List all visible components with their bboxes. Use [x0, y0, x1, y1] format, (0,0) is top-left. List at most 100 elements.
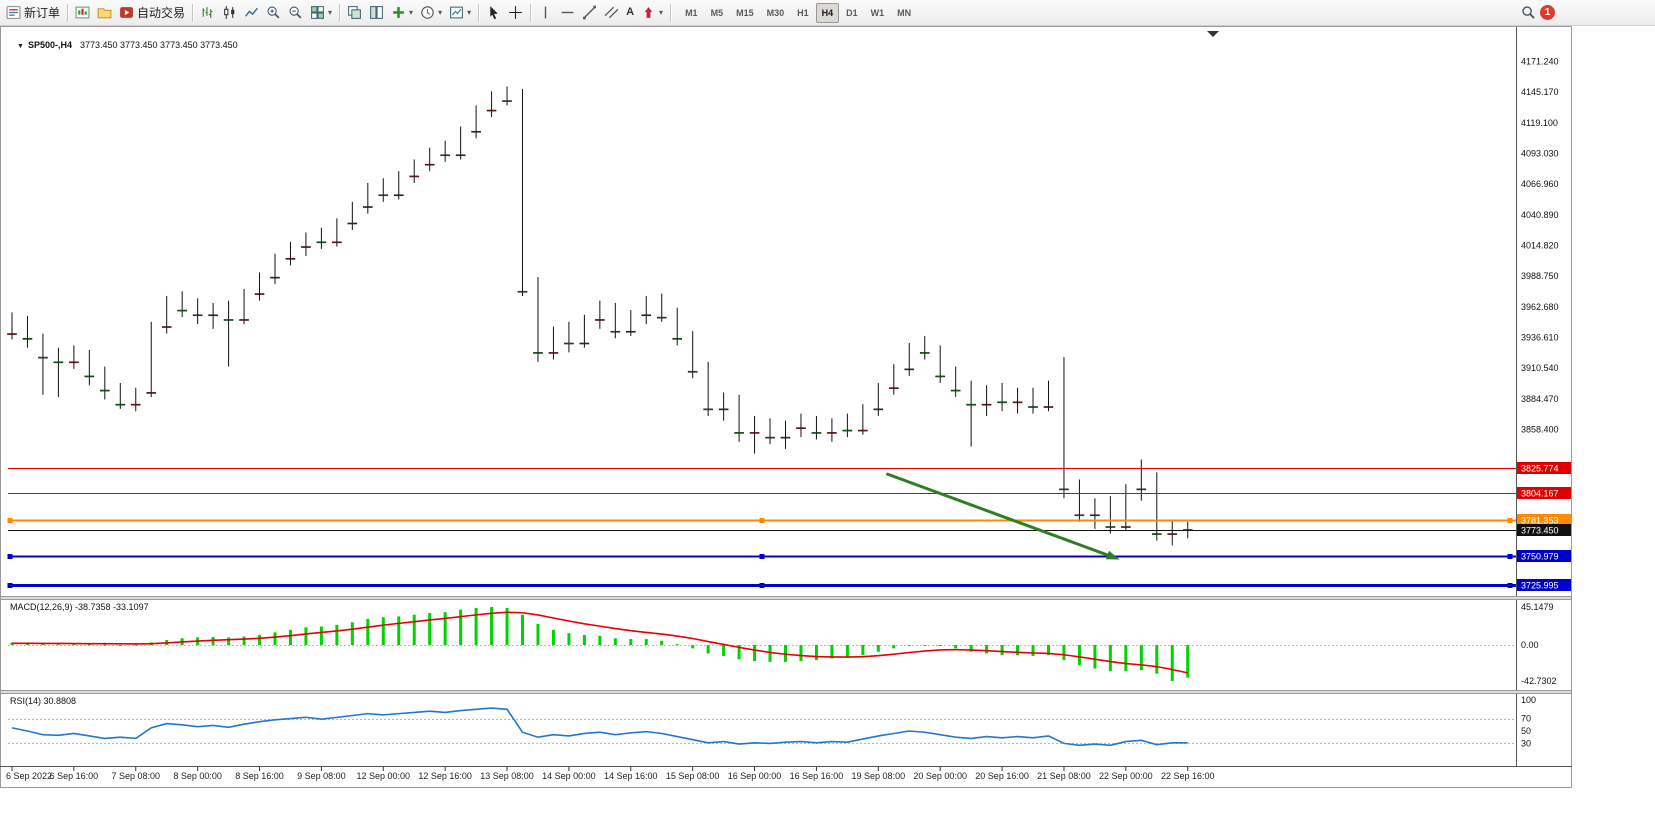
macd-histogram-bar [660, 640, 664, 645]
chart-title: ▼ SP500-,H4 3773.450 3773.450 3773.450 377… [7, 30, 238, 60]
vertical-line-tool-button[interactable] [535, 2, 556, 23]
candle-body [517, 290, 528, 293]
timeframe-m5-button[interactable]: M5 [710, 7, 724, 18]
candle-body [966, 403, 976, 406]
level-handle[interactable] [7, 583, 13, 588]
time-axis-label: 16 Sep 16:00 [790, 771, 844, 781]
new-order-button[interactable]: 新订单 [3, 2, 63, 23]
level-handle[interactable] [1507, 583, 1513, 588]
toolbar-separator [67, 3, 69, 22]
candle-body [146, 392, 157, 394]
cascade-windows-button[interactable] [344, 2, 365, 23]
main-toolbar: 新订单 自动交易 ▾ ▾ ▾ ▾ [0, 0, 1655, 26]
candle-body [811, 432, 822, 434]
notification-badge[interactable]: 1 [1540, 5, 1555, 20]
candle-body [718, 408, 729, 411]
macd-histogram-bar [1170, 645, 1174, 681]
candle-body [625, 330, 636, 333]
level-handle[interactable] [759, 554, 765, 559]
macd-histogram-bar [706, 645, 710, 654]
macd-histogram-bar [319, 626, 323, 645]
candle-body [842, 429, 853, 432]
trendline-tool-button[interactable] [579, 2, 600, 23]
arrows-tool-button[interactable]: ▾ [638, 2, 666, 23]
candle-body [796, 427, 806, 430]
horizontal-line-tool-button[interactable] [557, 2, 578, 23]
templates-button[interactable]: ▾ [446, 2, 474, 23]
candle-body [548, 352, 559, 354]
candlestick-chart-type-button[interactable] [219, 2, 240, 23]
chart-macd-splitter[interactable] [1, 596, 1571, 600]
vertical-line-icon [544, 6, 547, 19]
line-chart-type-button[interactable] [241, 2, 262, 23]
auto-trading-button[interactable]: 自动交易 [116, 2, 188, 23]
level-handle[interactable] [759, 518, 765, 523]
time-axis-label: 6 Sep 2022 [6, 771, 52, 781]
candle-body [53, 361, 64, 364]
time-axis-label: 20 Sep 16:00 [975, 771, 1029, 781]
level-handle[interactable] [1507, 554, 1513, 559]
chevron-down-icon: ▾ [409, 7, 414, 17]
level-handle[interactable] [1507, 518, 1513, 523]
chart-shift-marker[interactable] [1207, 31, 1219, 37]
profiles-button[interactable] [94, 2, 115, 23]
rsi-line [11, 707, 1188, 747]
profiles-icon [97, 8, 112, 19]
timeframe-m30-button[interactable]: M30 [766, 7, 785, 18]
search-button[interactable] [1518, 2, 1539, 23]
timeframe-d1-button[interactable]: D1 [846, 7, 858, 18]
rsi-axis-label: 70 [1521, 714, 1531, 724]
macd-histogram-bar [644, 639, 648, 645]
crosshair-tool-button[interactable] [505, 2, 526, 23]
macd-histogram-bar [1139, 645, 1143, 671]
candle-body [1090, 514, 1100, 517]
level-3804.167-tag-text: 3804.167 [1521, 489, 1559, 499]
level-3825.774-tag [1517, 462, 1571, 474]
timeframe-h4-button[interactable]: H4 [815, 2, 840, 23]
price-axis-label: 3988.750 [1521, 271, 1559, 281]
zoom-in-button[interactable] [263, 2, 284, 23]
indicators-button[interactable]: ▾ [388, 2, 416, 23]
zoom-out-button[interactable] [285, 2, 306, 23]
trend-arrow-head[interactable] [1105, 550, 1120, 560]
arrange-windows-button[interactable]: ▾ [307, 2, 335, 23]
candle-body [486, 109, 497, 112]
timeframe-w1-button[interactable]: W1 [870, 7, 885, 18]
macd-histogram-bar [335, 624, 339, 645]
rsi-axis-label: 30 [1521, 738, 1531, 748]
time-axis-label: 22 Sep 16:00 [1161, 771, 1215, 781]
trend-arrow[interactable] [886, 472, 1109, 557]
channel-tool-button[interactable] [601, 2, 622, 23]
macd-histogram-bar [675, 644, 679, 646]
level-3781.353-tag-text: 3781.353 [1521, 516, 1559, 526]
timeframe-m15-button[interactable]: M15 [736, 7, 754, 18]
one-click-trading-arrow-icon[interactable]: ▼ [17, 43, 24, 50]
zoom-out-icon [289, 6, 302, 19]
level-handle[interactable] [7, 518, 13, 523]
tile-vertically-button[interactable] [366, 2, 387, 23]
macd-histogram-bar [892, 645, 896, 649]
macd-histogram-bar [985, 645, 989, 654]
candle-body [610, 330, 621, 333]
macd-axis-label: -42.7302 [1521, 676, 1557, 686]
bar-chart-type-button[interactable] [197, 2, 218, 23]
text-tool-button[interactable]: A [623, 2, 637, 23]
candle-body [1043, 406, 1054, 408]
cursor-tool-button[interactable] [483, 2, 504, 23]
timeframe-mn-button[interactable]: MN [897, 7, 912, 18]
level-handle[interactable] [7, 554, 13, 559]
candle-body [1074, 514, 1085, 517]
candle-body [177, 309, 187, 312]
timeframe-m1-button[interactable]: M1 [685, 7, 698, 18]
chart-window: 4171.240 4145.170 4119.100 4093.030 4066.960… [0, 26, 1655, 825]
macd-rsi-splitter[interactable] [1, 690, 1571, 694]
timeframe-h1-button[interactable]: H1 [797, 7, 809, 18]
template-icon [450, 6, 464, 19]
macd-histogram-bar [845, 645, 849, 658]
level-handle[interactable] [759, 583, 765, 588]
candle-body [950, 389, 961, 392]
candle-body [579, 342, 590, 345]
macd-histogram-bar [227, 637, 231, 645]
new-chart-button[interactable] [72, 2, 93, 23]
periods-button[interactable]: ▾ [417, 2, 445, 23]
